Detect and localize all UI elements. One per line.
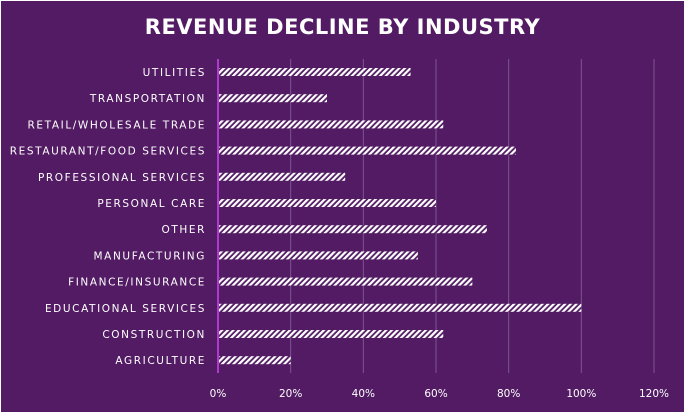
category-label: EDUCATIONAL SERVICES — [45, 303, 206, 315]
bar — [219, 172, 346, 181]
category-label: FINANCE/INSURANCE — [68, 277, 206, 289]
x-tick-label: 20% — [279, 388, 302, 400]
bar — [219, 68, 411, 76]
category-label: RETAIL/WHOLESALE TRADE — [28, 119, 206, 131]
category-label: RESTAURANT/FOOD SERVICES — [10, 146, 206, 158]
x-tick-label: 120% — [639, 388, 669, 400]
bar — [219, 330, 444, 338]
category-label: AGRICULTURE — [115, 355, 206, 367]
category-label: PERSONAL CARE — [97, 198, 206, 210]
bar — [219, 146, 516, 155]
category-label: OTHER — [161, 224, 206, 236]
x-tick-label: 80% — [497, 388, 520, 400]
x-tick-label: 0% — [210, 388, 227, 400]
category-label: PROFESSIONAL SERVICES — [38, 172, 206, 184]
bar — [219, 251, 418, 260]
bar — [219, 356, 291, 365]
category-label: UTILITIES — [143, 67, 206, 79]
chart-title: REVENUE DECLINE BY INDUSTRY — [144, 15, 541, 39]
bar — [219, 94, 327, 103]
bar — [219, 303, 582, 312]
bar — [219, 225, 487, 234]
bar — [219, 277, 473, 286]
category-label: MANUFACTURING — [94, 250, 206, 262]
x-tick-label: 100% — [566, 388, 596, 400]
category-label: CONSTRUCTION — [102, 329, 206, 341]
bar — [219, 120, 444, 129]
x-tick-label: 40% — [352, 388, 375, 400]
category-label: TRANSPORTATION — [89, 93, 206, 105]
bar — [219, 199, 436, 207]
x-tick-label: 60% — [424, 388, 447, 400]
